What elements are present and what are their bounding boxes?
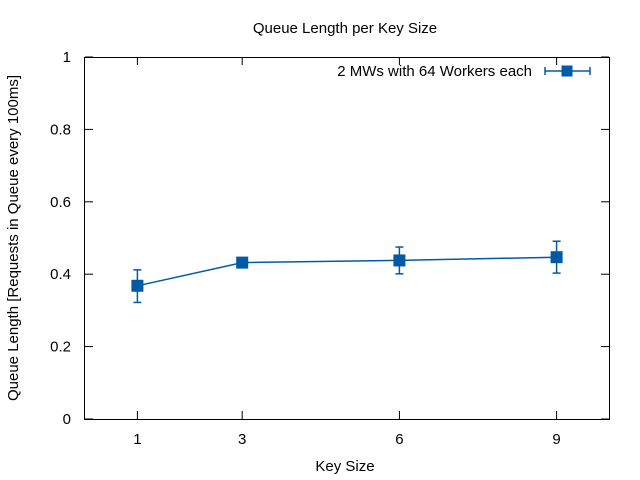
x-tick-label: 3 [238,431,246,448]
series-line [137,256,557,287]
data-point [236,256,249,269]
x-tick-label: 1 [133,431,141,448]
y-tick-label: 0.2 [50,339,71,356]
y-tick-label: 1 [63,49,71,66]
chart-title: Queue Length per Key Size [253,20,437,37]
y-tick-label: 0 [63,411,71,428]
x-axis-label: Key Size [315,458,374,475]
plot-frame [84,57,610,420]
data-point [131,279,144,292]
axes: 0 0.2 0.4 0.6 0.8 1 1 3 6 9 [50,49,609,448]
legend-label: 2 MWs with 64 Workers each [337,63,532,80]
data-point [550,251,563,264]
y-tick-label: 0.8 [50,121,71,138]
y-axis-label: Queue Length [Requests in Queue every 10… [5,75,22,401]
x-tick-label: 9 [552,431,560,448]
x-tick-label: 6 [395,431,403,448]
legend: 2 MWs with 64 Workers each [337,63,591,80]
y-tick-label: 0.6 [50,194,71,211]
y-tick-label: 0.4 [50,266,71,283]
data-point [393,254,406,267]
series-layer [131,240,563,304]
legend-marker [561,65,573,77]
